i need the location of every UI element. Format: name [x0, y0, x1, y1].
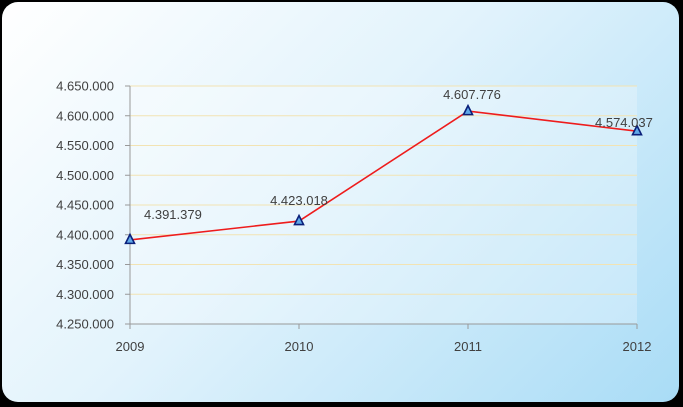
- data-label: 4.574.037: [595, 115, 653, 130]
- y-tick-label: 4.350.000: [56, 257, 114, 272]
- line-chart: 4.250.000 4.300.000 4.350.000 4.400.000 4.45…: [56, 79, 653, 355]
- x-tick-label: 2010: [285, 339, 314, 354]
- y-tick-labels: 4.250.000 4.300.000 4.350.000 4.400.000 4.45…: [56, 79, 114, 332]
- x-tick-label: 2009: [116, 339, 145, 354]
- data-label: 4.391.379: [144, 207, 202, 222]
- y-tick-label: 4.450.000: [56, 198, 114, 213]
- y-tick-label: 4.400.000: [56, 227, 114, 242]
- y-tick-label: 4.600.000: [56, 108, 114, 123]
- gridlines: [125, 85, 637, 325]
- data-point-marker: [462, 103, 474, 116]
- y-tick-label: 4.500.000: [56, 168, 114, 183]
- chart-card: 4.250.000 4.300.000 4.350.000 4.400.000 4.45…: [2, 2, 679, 402]
- series-line: [129, 110, 638, 241]
- x-tick-label: 2012: [623, 339, 652, 354]
- y-tick-label: 4.650.000: [56, 79, 114, 94]
- series: [124, 103, 643, 245]
- y-tick-label: 4.300.000: [56, 287, 114, 302]
- x-tick-labels: 2009 2010 2011 2012: [116, 339, 652, 354]
- data-point-marker: [124, 232, 136, 245]
- data-point-marker: [631, 123, 643, 136]
- data-label: 4.423.018: [270, 193, 328, 208]
- y-tick-label: 4.250.000: [56, 317, 114, 332]
- data-label: 4.607.776: [443, 87, 501, 102]
- axes: [129, 86, 638, 329]
- data-point-marker: [293, 213, 305, 226]
- x-tick-label: 2011: [454, 339, 482, 354]
- y-tick-label: 4.550.000: [56, 138, 114, 153]
- data-labels: 4.391.379 4.423.018 4.607.776 4.574.037: [144, 87, 653, 222]
